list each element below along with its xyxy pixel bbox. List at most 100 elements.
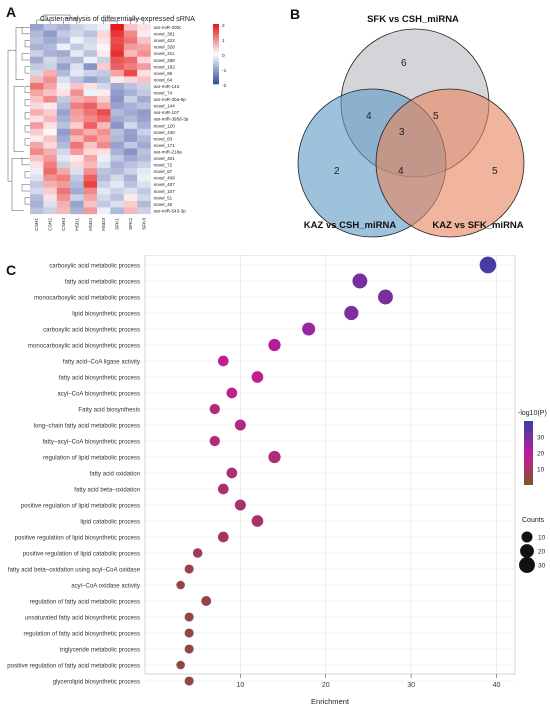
heatmap-cell <box>70 82 84 90</box>
row-dendrogram-branch <box>21 27 30 35</box>
gridlines <box>145 255 515 682</box>
column-dendrogram-branch <box>43 14 71 20</box>
heatmap-cell <box>97 135 111 143</box>
heatmap-cell <box>70 207 84 215</box>
bubble-point <box>344 305 359 321</box>
heatmap-cell <box>70 37 84 44</box>
heatmap-cell <box>123 194 138 202</box>
heatmap-cell <box>137 43 151 51</box>
bubble-point <box>352 273 368 289</box>
heatmap-cell <box>43 24 57 31</box>
heatmap-cell <box>83 102 98 110</box>
heatmap-cell <box>137 148 151 156</box>
heatmap-cell <box>56 69 71 77</box>
heatmap-cell <box>137 115 151 123</box>
heatmap-cell <box>43 102 57 110</box>
heatmap-cell <box>56 194 71 202</box>
colorbar-segment <box>213 36 219 39</box>
heatmap-cell <box>56 135 71 143</box>
heatmap-cell <box>56 161 71 169</box>
heatmap-cell <box>30 181 44 188</box>
heatmap-cell <box>56 63 71 71</box>
heatmap-cell <box>30 82 44 90</box>
heatmap-cell <box>56 174 71 182</box>
row-dendrogram-branch <box>24 112 30 120</box>
heatmap-cell <box>97 168 111 175</box>
heatmap-cell <box>123 207 138 215</box>
heatmap-cell <box>43 161 57 169</box>
heatmap-cell <box>97 69 111 77</box>
colorbar-segment <box>213 74 219 77</box>
heatmap-cell <box>137 30 151 38</box>
heatmap-cell <box>56 155 71 162</box>
heatmap-cell <box>110 194 124 202</box>
heatmap-cell <box>137 141 151 149</box>
row-dendrogram-branch <box>21 184 30 192</box>
heatmap-cell <box>30 161 44 169</box>
heatmap-cell <box>137 155 151 162</box>
column-dendrogram-branch <box>103 20 118 24</box>
heatmap-cell <box>30 200 44 208</box>
heatmap-cell <box>70 174 84 182</box>
heatmap-cell <box>97 76 111 84</box>
heatmap-cell <box>56 24 71 31</box>
heatmap-cell <box>30 69 44 77</box>
heatmap-cell <box>70 161 84 169</box>
heatmap-cell <box>56 168 71 175</box>
heatmap-cell <box>123 96 138 103</box>
heatmap-cell <box>137 187 151 195</box>
heatmap-column-label: HSD1 <box>74 218 80 231</box>
heatmap-cell <box>123 148 138 156</box>
heatmap-row-label: oar-miR-107 <box>154 110 180 115</box>
heatmap-cell <box>123 128 138 136</box>
heatmap-cell <box>110 56 124 64</box>
colorbar-segment <box>213 50 219 53</box>
venn-label-right: KAZ vs SFK_miRNA <box>432 220 523 231</box>
size-legend-label: 10 <box>538 535 546 542</box>
heatmap-cell <box>110 24 124 31</box>
colorbar-tick: -2 <box>222 83 227 89</box>
heatmap-cell <box>30 24 44 31</box>
heatmap-cell <box>123 135 138 143</box>
colorbar-segment <box>213 56 219 59</box>
heatmap-cell <box>43 200 57 208</box>
x-tick-label: 20 <box>322 682 330 689</box>
heatmap-cell <box>137 207 151 215</box>
colorbar-segment <box>213 34 219 37</box>
heatmap-cell <box>137 122 151 129</box>
heatmap-cell <box>97 63 111 71</box>
heatmap-column-label: CSH1 <box>34 218 40 231</box>
heatmap-cell <box>110 207 124 215</box>
heatmap-row-label: oar-miR-218a <box>154 149 183 154</box>
heatmap-cell <box>56 82 71 90</box>
bubble-point <box>226 387 238 399</box>
column-dendrogram-branch <box>130 18 145 24</box>
heatmap-cell <box>97 181 111 188</box>
heatmap-cell <box>43 69 57 77</box>
term-label: triglyceride metabolic process <box>60 646 140 653</box>
heatmap-cell <box>43 128 57 136</box>
heatmap-cell <box>123 168 138 175</box>
venn-count-top-right: 5 <box>433 111 439 122</box>
term-label: fatty acid biosynthetic process <box>59 374 140 381</box>
size-legend-dot <box>520 544 534 558</box>
heatmap-row-label: oar-miR-143 <box>154 84 180 89</box>
heatmap-cell <box>70 30 84 38</box>
heatmap-cell <box>110 135 124 143</box>
heatmap-cell <box>83 128 98 136</box>
heatmap-cell <box>30 135 44 143</box>
heatmap-cell <box>30 207 44 215</box>
heatmap-cell <box>56 37 71 44</box>
heatmap-row-label: novel_83 <box>154 136 173 141</box>
heatmap-cell <box>70 148 84 156</box>
heatmap-column-label: SFK2 <box>128 218 134 230</box>
heatmap-cell <box>43 122 57 129</box>
heatmap-column-label: CSH2 <box>48 218 54 231</box>
bubble-point <box>217 483 229 495</box>
venn-label-left: KAZ vs CSH_miRNA <box>304 220 397 231</box>
heatmap-cell <box>83 76 98 84</box>
heatmap-cell <box>137 56 151 64</box>
heatmap-cell <box>123 141 138 149</box>
heatmap-cell <box>43 56 57 64</box>
